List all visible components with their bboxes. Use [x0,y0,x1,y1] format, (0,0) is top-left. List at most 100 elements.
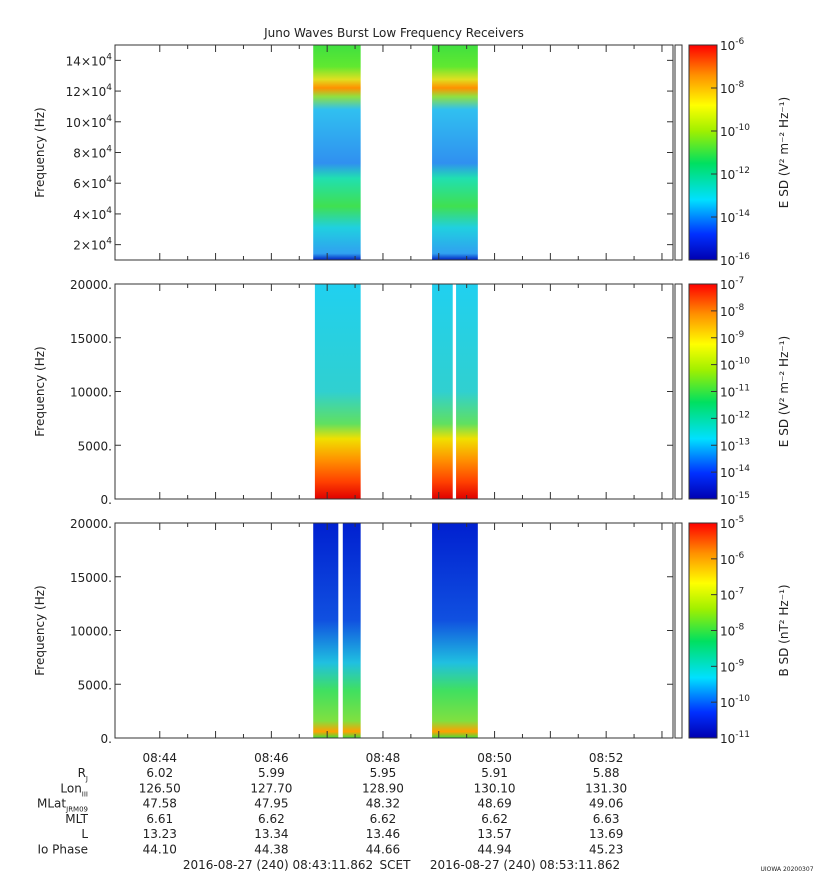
colorbar-top: 10-6 10-8 10-10 10-12 10-14 10-16 E SD (V² m⁻²… [674,37,791,268]
ephemeris-value: 13.57 [477,827,511,841]
colorbar-strip [674,44,683,261]
colorbar-tick-label: 10-5 [720,515,744,531]
colorbar-tick-label: 10-16 [720,252,750,268]
colorbar-bottom: 10-5 10-6 10-7 10-8 10-9 10-10 10-11 B SD (nT² … [674,515,791,746]
y-tick-label: 5000. [78,678,112,692]
y-tick-label: 8×104 [73,145,112,161]
footer-scet: SCET [380,858,412,872]
ephemeris-value: 13.69 [589,827,623,841]
colorbar-label: E SD (V² m⁻² Hz⁻¹) [777,97,791,208]
colorbar-tick-label: 10-7 [720,276,744,292]
x-tick-label: 08:46 [254,751,289,765]
colorbar-strip [674,522,683,739]
x-tick-label: 08:52 [589,751,624,765]
ephemeris-value: 6.63 [593,812,620,826]
ephemeris-value: 44.10 [143,843,177,857]
ephemeris-value: 49.06 [589,797,623,811]
ephemeris-label: LonIII [60,781,88,798]
ephemeris-value: 127.70 [250,781,292,795]
ephemeris-value: 47.95 [254,797,288,811]
ephemeris-value: 44.66 [366,843,400,857]
colorbar-tick-label: 10-8 [720,303,745,319]
y-tick-label: 20000. [70,278,112,292]
colorbar-label: B SD (nT² Hz⁻¹) [777,584,791,676]
colorbar-tick-label: 10-14 [720,209,750,225]
colorbar-scale [688,44,718,261]
data-burst-middle-1 [432,284,453,499]
ephemeris-value: 13.46 [366,827,400,841]
colorbar-tick-label: 10-11 [720,384,750,400]
plot-frame-bottom [114,522,674,739]
colorbar-tick-label: 10-7 [720,587,744,603]
y-tick-label: 10×104 [66,114,113,130]
colorbar-tick-label: 10-12 [720,410,750,426]
colorbar-tick-label: 10-10 [720,357,750,373]
y-tick-label: 15000. [70,332,112,346]
y-tick-label: 10000. [70,625,112,639]
data-burst-bottom-2 [432,523,478,738]
ephemeris-value: 44.38 [254,843,288,857]
y-tick-label: 20000. [70,517,112,531]
ephemeris-value: 13.34 [254,827,288,841]
ephemeris-value: 5.99 [258,766,285,780]
colorbar-tick-label: 10-6 [720,551,745,567]
chart-title: Juno Waves Burst Low Frequency Receivers [263,26,524,40]
ephemeris-label: L [81,827,88,841]
data-burst-middle-0 [314,284,361,499]
y-axis-label: Frequency (Hz) [33,107,47,198]
data-burst-bottom-0 [313,523,339,738]
colorbar-tick-label: 10-8 [720,80,745,96]
data-burst-top-0 [313,45,361,260]
ephemeris-value: 13.23 [143,827,177,841]
x-tick-label: 08:48 [366,751,401,765]
ephemeris-value: 5.95 [370,766,397,780]
ephemeris-label: MLT [65,812,88,826]
spectrogram-panel-middle: 0. 5000. 10000. 15000. 20000. Frequency (Hz) [33,278,674,507]
ephemeris-value: 6.61 [146,812,173,826]
footer-stamp: UIOWA 20200307 [760,866,813,873]
ephemeris-value: 6.02 [146,766,173,780]
colorbar-tick-label: 10-13 [720,437,750,453]
data-burst-top-1 [432,45,478,260]
colorbar-tick-label: 10-14 [720,464,750,480]
ephemeris-value: 48.69 [477,797,511,811]
plot-frame-middle [114,283,674,500]
ephemeris-value: 6.62 [370,812,397,826]
ephemeris-label: Io Phase [37,843,88,857]
footer-end-time: 2016-08-27 (240) 08:53:11.862 [430,858,620,872]
y-tick-label: 0. [101,732,112,746]
y-tick-label: 5000. [78,439,112,453]
data-burst-bottom-1 [342,523,361,738]
ephemeris-label: RJ [78,766,88,783]
ephemeris-value: 44.94 [477,843,511,857]
ephemeris-label: MLatJRM09 [37,797,88,814]
y-tick-label: 4×104 [73,206,112,222]
y-tick-label: 2×104 [73,237,112,253]
colorbar-tick-label: 10-11 [720,730,750,746]
ephemeris-value: 131.30 [585,781,627,795]
colorbar-tick-label: 10-9 [720,330,745,346]
ephemeris-value: 130.10 [474,781,516,795]
colorbar-tick-label: 10-8 [720,623,745,639]
colorbar-middle: 10-7 10-8 10-9 10-10 10-11 10-12 10-13 10-14 10-… [674,276,791,507]
ephemeris-value: 47.58 [143,797,177,811]
y-tick-label: 12×104 [66,83,113,99]
colorbar-tick-label: 10-6 [720,37,745,53]
ephemeris-value: 45.23 [589,843,623,857]
spectrogram-panel-bottom: 0. 5000. 10000. 15000. 20000. Frequency (Hz) [33,517,674,746]
plot-frame-top [114,44,674,261]
y-tick-label: 6×104 [73,175,112,191]
y-axis-label: Frequency (Hz) [33,346,47,437]
ephemeris-value: 6.62 [481,812,508,826]
colorbar-label: E SD (V² m⁻² Hz⁻¹) [777,336,791,447]
colorbar-tick-label: 10-9 [720,658,745,674]
colorbar-strip [674,283,683,500]
colorbar-tick-label: 10-15 [720,491,750,507]
ephemeris-value: 5.91 [481,766,508,780]
footer-start-time: 2016-08-27 (240) 08:43:11.862 [183,858,373,872]
colorbar-tick-label: 10-10 [720,694,750,710]
ephemeris-value: 6.62 [258,812,285,826]
colorbar-tick-label: 10-10 [720,123,750,139]
x-tick-label: 08:44 [142,751,177,765]
